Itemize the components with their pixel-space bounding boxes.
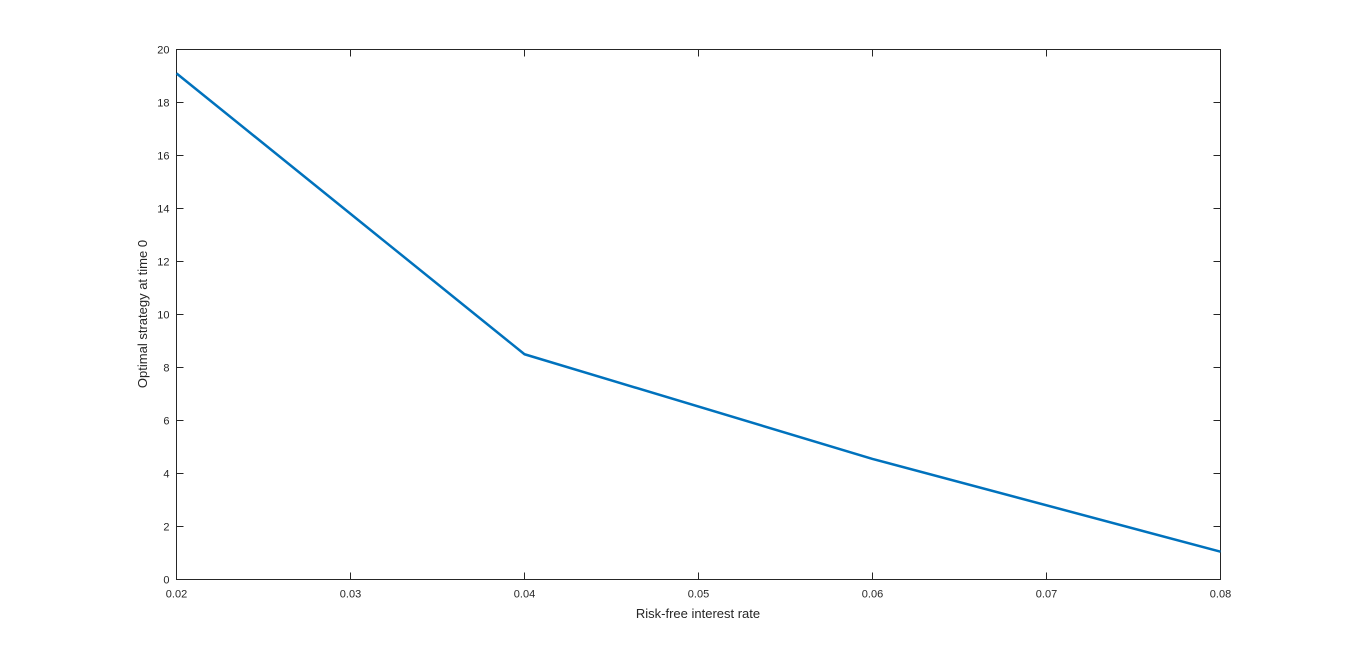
x-axis-label: Risk-free interest rate: [636, 606, 760, 621]
y-tick-label: 2: [163, 522, 169, 534]
y-tick-label: 20: [157, 45, 169, 57]
y-tick-label: 16: [157, 151, 169, 163]
plot-area: [176, 49, 1221, 580]
series-line: [175, 72, 1221, 553]
y-tick-label: 6: [163, 416, 169, 428]
x-tick-label: 0.05: [688, 589, 709, 601]
y-tick-label: 18: [157, 98, 169, 110]
y-tick-label: 10: [157, 310, 169, 322]
x-tick-label: 0.06: [862, 589, 883, 601]
x-axis: 0.02 0.03 0.04 0.05 0.06 0.07 0.08: [166, 49, 1231, 601]
x-tick-label: 0.03: [340, 589, 361, 601]
y-axis: 0 2 4 6 8 10 12 14 16 18 20: [157, 45, 1221, 587]
y-tick-label: 8: [163, 363, 169, 375]
x-tick-label: 0.04: [514, 589, 535, 601]
x-tick-label: 0.07: [1036, 589, 1057, 601]
y-tick-label: 4: [163, 469, 169, 481]
y-tick-label: 14: [157, 204, 169, 216]
x-tick-label: 0.08: [1210, 589, 1231, 601]
series-layer: [175, 72, 1221, 553]
y-tick-label: 12: [157, 257, 169, 269]
x-tick-label: 0.02: [166, 589, 187, 601]
y-tick-label: 0: [163, 575, 169, 587]
y-axis-label: Optimal strategy at time 0: [135, 240, 150, 388]
